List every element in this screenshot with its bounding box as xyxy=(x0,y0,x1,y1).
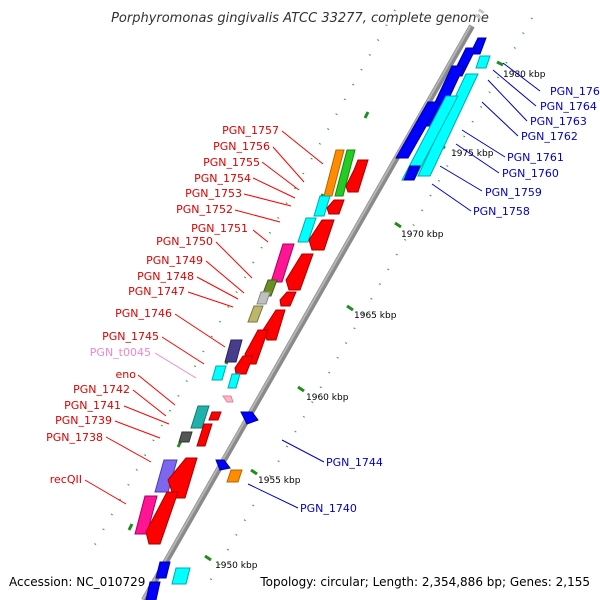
gene-feature-PGN_1749-arrow[interactable] xyxy=(285,253,314,291)
gene-label-PGN_1764[interactable]: PGN_1764 xyxy=(540,100,597,113)
scale-label-1980: 1980 kbp xyxy=(503,70,546,80)
gene-label-PGN_1742[interactable]: PGN_1742 xyxy=(73,383,130,396)
gene-feature-PGN_1745[interactable] xyxy=(211,365,227,381)
gene-label-PGN_1765[interactable]: PGN_1765 xyxy=(550,85,600,98)
gene-label-PGN_1754[interactable]: PGN_1754 xyxy=(194,172,251,185)
gene-feature-PGN_1752[interactable] xyxy=(297,217,317,243)
gene-feature-PGN_1740-blue[interactable] xyxy=(215,459,231,471)
gene-label-PGN_1756[interactable]: PGN_1756 xyxy=(213,140,270,153)
gene-feature-PGN_1739[interactable] xyxy=(196,423,213,447)
gene-label-PGN_1762[interactable]: PGN_1762 xyxy=(521,130,578,143)
gene-feature-PGN_1744[interactable] xyxy=(240,411,259,425)
guide-lines xyxy=(92,9,533,589)
gene-feature-PGN_1750[interactable] xyxy=(270,243,295,283)
gene-feature-PGN_1753[interactable] xyxy=(326,199,345,215)
gene-label-PGN_1747[interactable]: PGN_1747 xyxy=(128,285,185,298)
forward-gene-labels: PGN_1757 PGN_1756 PGN_1755 PGN_1754 PGN_… xyxy=(46,124,279,486)
gene-feature-PGN_t0045[interactable] xyxy=(222,395,234,403)
gene-label-PGN_1746[interactable]: PGN_1746 xyxy=(115,307,172,320)
gene-label-PGN_1738[interactable]: PGN_1738 xyxy=(46,431,103,444)
gene-label-PGN_1748[interactable]: PGN_1748 xyxy=(137,270,194,283)
gene-feature-PGN_1754[interactable] xyxy=(313,195,331,217)
gene-feature-PGN_1756[interactable] xyxy=(334,149,356,197)
gene-label-recQII[interactable]: recQII xyxy=(50,473,82,486)
gene-label-PGN_1763[interactable]: PGN_1763 xyxy=(530,115,587,128)
gene-feature-PGN_1760[interactable] xyxy=(395,101,441,159)
gene-label-PGN_1744[interactable]: PGN_1744 xyxy=(326,456,383,469)
map-title: Porphyromonas gingivalis ATCC 33277, com… xyxy=(111,11,489,26)
gene-label-PGN_1750[interactable]: PGN_1750 xyxy=(156,235,213,248)
gene-feature-PGN_1757[interactable] xyxy=(323,149,345,197)
gene-label-PGN_1761[interactable]: PGN_1761 xyxy=(507,151,564,164)
gene-feature-PGN_1741[interactable] xyxy=(178,431,193,443)
scale-label-1970: 1970 kbp xyxy=(401,230,444,240)
gene-label-PGN_1760[interactable]: PGN_1760 xyxy=(502,167,559,180)
gene-feature-eno[interactable] xyxy=(190,405,210,429)
forward-strand-features xyxy=(134,149,369,545)
gene-feature-bottom-1[interactable] xyxy=(155,561,171,579)
gene-label-PGN_1741[interactable]: PGN_1741 xyxy=(64,399,121,412)
gene-label-PGN_1751[interactable]: PGN_1751 xyxy=(191,222,248,235)
gene-feature-PGN_1748[interactable] xyxy=(256,291,271,305)
scale-label-1960: 1960 kbp xyxy=(306,393,349,403)
scale-label-1975: 1975 kbp xyxy=(451,149,494,159)
gene-label-eno[interactable]: eno xyxy=(116,368,137,381)
gene-label-PGN_1753[interactable]: PGN_1753 xyxy=(185,187,242,200)
gene-label-PGN_1752[interactable]: PGN_1752 xyxy=(176,203,233,216)
gene-feature-PGN_1744-fwd[interactable] xyxy=(227,373,241,389)
gene-feature-PGN_1755[interactable] xyxy=(345,159,369,193)
gene-label-PGN_1755[interactable]: PGN_1755 xyxy=(203,156,260,169)
gene-feature-PGN_1758[interactable] xyxy=(403,165,421,181)
gene-feature-bottom-3[interactable] xyxy=(145,581,161,600)
reverse-strand-features xyxy=(145,37,491,600)
reverse-gene-labels: PGN_1765 PGN_1764 PGN_1763 PGN_1762 PGN_… xyxy=(300,85,600,515)
gene-label-PGN_1745[interactable]: PGN_1745 xyxy=(102,330,159,343)
gene-feature-PGN_1748-arrow[interactable] xyxy=(279,291,297,307)
gene-feature-PGN_1746[interactable] xyxy=(224,339,243,363)
scale-label-1955: 1955 kbp xyxy=(258,476,301,486)
gene-feature-bottom-2[interactable] xyxy=(171,567,191,585)
gene-feature-PGN_1747-arrow[interactable] xyxy=(262,309,286,341)
gene-feature-PGN_1740[interactable] xyxy=(226,469,243,483)
gene-label-PGN_1757[interactable]: PGN_1757 xyxy=(222,124,279,137)
gene-feature-PGN_1745-arrow[interactable] xyxy=(234,355,254,375)
gene-feature-PGN_1747[interactable] xyxy=(247,305,264,323)
gene-feature-PGN_1738-arrow[interactable] xyxy=(167,457,198,499)
label-leader-lines xyxy=(84,62,541,509)
gene-feature-PGN_1742[interactable] xyxy=(208,411,222,421)
accession-text: Accession: NC_010729 xyxy=(9,575,145,589)
gene-feature-recQII-arrow[interactable] xyxy=(145,491,179,545)
topology-text: Topology: circular; Length: 2,354,886 bp… xyxy=(259,575,590,589)
gene-label-PGN_1739[interactable]: PGN_1739 xyxy=(55,414,112,427)
gene-label-PGN_1758[interactable]: PGN_1758 xyxy=(473,205,530,218)
gene-label-PGN_1759[interactable]: PGN_1759 xyxy=(485,186,542,199)
gene-label-PGN_1740[interactable]: PGN_1740 xyxy=(300,502,357,515)
gene-label-PGN_t0045[interactable]: PGN_t0045 xyxy=(90,346,151,359)
scale-label-1950: 1950 kbp xyxy=(215,561,258,571)
gene-feature-PGN_1751[interactable] xyxy=(308,219,335,251)
scale-label-1965: 1965 kbp xyxy=(354,311,397,321)
gene-label-PGN_1749[interactable]: PGN_1749 xyxy=(146,254,203,267)
scale-labels: 1980 kbp 1975 kbp 1970 kbp 1965 kbp 1960… xyxy=(215,70,546,571)
gene-feature-PGN_1763[interactable] xyxy=(475,55,491,69)
